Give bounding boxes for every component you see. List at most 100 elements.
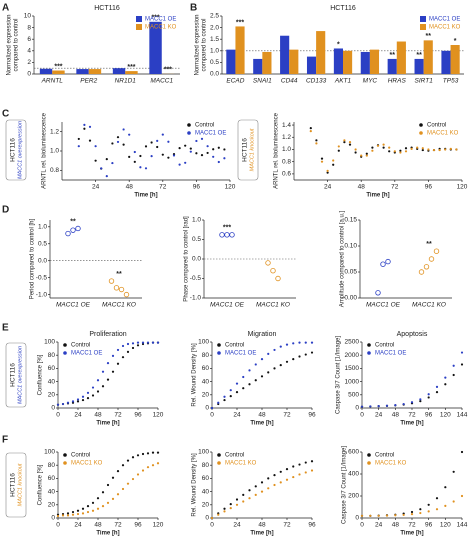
x-tick-label: SNAI1 <box>253 78 272 85</box>
point <box>105 175 108 178</box>
panel-label: F <box>2 435 8 446</box>
point <box>86 397 90 400</box>
y-tick-label: 1.0 <box>50 148 59 155</box>
legend-label: Control <box>225 343 244 349</box>
y-axis-label: Rel. Wound Density [%] <box>192 343 198 407</box>
point <box>382 143 385 146</box>
x-tick-label: 24 <box>74 522 82 529</box>
legend-label: MACC1 KO <box>427 131 459 137</box>
y-tick-label: 100 <box>44 449 55 456</box>
chart-title: HCT116 <box>94 5 120 12</box>
point <box>156 145 159 149</box>
legend-swatch <box>63 351 67 355</box>
x-tick-label: 24 <box>233 522 241 529</box>
y-tick-label: -1.0 <box>36 291 48 298</box>
row-label: HCT116 MACC1 knockout <box>5 452 27 518</box>
point <box>75 225 81 232</box>
point <box>217 146 220 149</box>
x-tick-label: MACC1 KO <box>102 302 136 309</box>
point <box>304 353 307 356</box>
significance: ** <box>389 52 395 59</box>
point <box>96 497 100 500</box>
point <box>116 493 120 496</box>
legend-label: MACC1 OE <box>429 17 460 23</box>
bar <box>414 58 424 74</box>
x-tick-label: 72 <box>114 412 122 419</box>
point <box>65 230 71 237</box>
x-axis-label: Time [h] <box>250 531 273 537</box>
y-axis-label: Period compared to control [h] <box>30 218 36 299</box>
panel-label: C <box>2 109 9 120</box>
bar <box>226 49 236 74</box>
x-tick-label: 24 <box>324 184 332 191</box>
x-tick-label: 144 <box>457 412 468 419</box>
y-tick-label: 1.0 <box>282 146 291 153</box>
point <box>156 451 160 454</box>
x-tick-label: 72 <box>283 412 291 419</box>
point <box>248 497 251 500</box>
y-tick-label: 600 <box>348 449 359 456</box>
point <box>292 358 295 361</box>
point <box>260 375 264 378</box>
row-label: HCT116 MACC1 knockout <box>237 119 259 181</box>
point <box>223 510 226 513</box>
legend-label: Control <box>427 123 446 129</box>
y-tick-label: 2 <box>27 59 31 66</box>
point <box>126 342 130 346</box>
point <box>150 155 153 158</box>
row-label-ko: MACC1 knockout <box>17 463 23 506</box>
point <box>146 452 150 455</box>
point <box>106 362 110 365</box>
point <box>108 278 115 284</box>
x-tick-label: 48 <box>392 412 400 419</box>
y-tick-label: 80 <box>202 462 210 469</box>
y-axis-label: compared to control <box>14 18 20 71</box>
legend-label: MACC1 KO <box>375 461 407 467</box>
y-tick-label: 0.5 <box>38 240 47 247</box>
point <box>56 514 60 518</box>
point <box>421 148 424 152</box>
point <box>385 514 389 517</box>
x-tick-label: 0 <box>56 412 60 419</box>
point <box>254 493 257 496</box>
point <box>189 147 192 150</box>
bar <box>441 50 451 74</box>
point <box>126 482 130 485</box>
y-tick-label: 1000 <box>345 378 360 385</box>
point <box>337 145 340 148</box>
point <box>136 454 140 457</box>
row-label-ko: MACC1 knockout <box>249 128 255 171</box>
x-tick-label: ARNTL <box>41 78 64 85</box>
point <box>427 503 430 506</box>
y-tick-label: 20 <box>202 502 210 509</box>
chart-title: Apoptosis <box>397 331 428 338</box>
x-tick-label: 48 <box>358 184 366 191</box>
x-tick-label: 144 <box>457 522 468 529</box>
x-tick-label: MACC1 OE <box>56 302 91 309</box>
significance: * <box>454 38 457 45</box>
point <box>410 147 413 150</box>
legend-label: MACC1 OE <box>195 131 226 137</box>
y-tick-label: 40 <box>202 488 210 495</box>
chart-title: HCT116 <box>330 5 356 12</box>
point <box>116 136 120 139</box>
legend-label: MACC1 KO <box>429 25 461 31</box>
point <box>304 461 307 464</box>
y-axis-label: Phase compared to control [rad] <box>184 216 190 302</box>
point <box>260 490 264 493</box>
point <box>101 385 105 388</box>
x-axis-label: Time [h] <box>96 531 119 537</box>
y-tick-label: 0.15 <box>344 217 357 224</box>
point <box>167 140 170 143</box>
point <box>128 155 131 158</box>
x-tick-label: ECAD <box>226 78 244 85</box>
bar <box>112 68 126 74</box>
point <box>433 248 440 254</box>
point <box>285 343 289 346</box>
point <box>292 465 295 468</box>
x-tick-label: MACC1 <box>150 78 173 85</box>
y-tick-label: 1.0 <box>38 224 47 231</box>
chart-title: Proliferation <box>89 331 126 338</box>
point <box>94 159 97 162</box>
point <box>309 127 312 130</box>
